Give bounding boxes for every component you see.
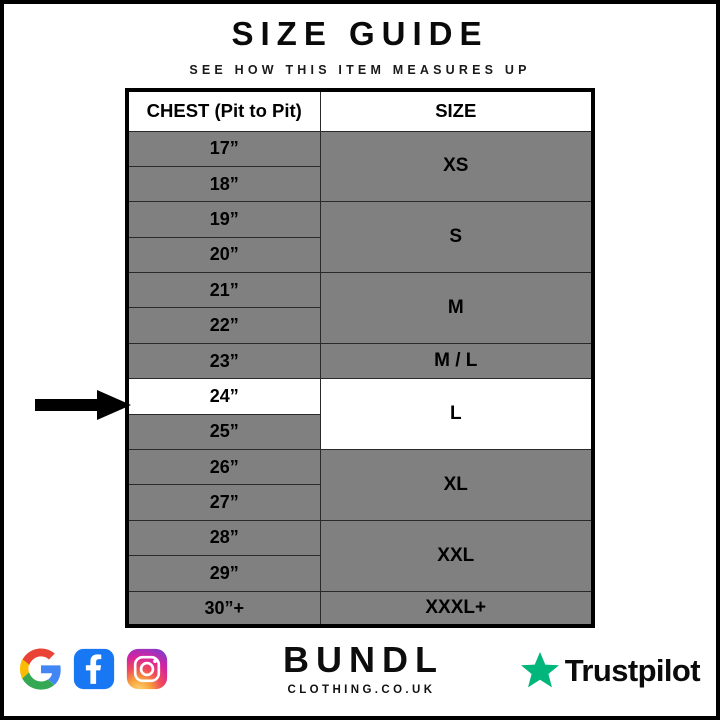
table-row: 28” XXL — [126, 519, 594, 592]
table-row: 30”+ XXXL+ — [126, 590, 594, 627]
size-cell: M / L — [319, 342, 594, 380]
size-cell: L — [319, 378, 594, 451]
size-cell: XS — [319, 130, 594, 203]
table-header-row: CHEST (Pit to Pit) SIZE — [126, 89, 594, 132]
table-row: 17” XS — [126, 130, 594, 203]
chest-cell: 20” — [126, 236, 321, 274]
table-row: 18” — [126, 165, 593, 203]
page-header: SIZE GUIDE SEE HOW THIS ITEM MEASURES UP — [4, 4, 716, 77]
page-subtitle: SEE HOW THIS ITEM MEASURES UP — [189, 63, 531, 78]
table-row: 24” L — [126, 378, 594, 451]
chest-cell: 18” — [126, 165, 321, 203]
chest-cell: 21” — [126, 272, 321, 309]
table-row: 22” — [126, 307, 593, 344]
size-cell: XL — [319, 449, 594, 521]
brand-logo: BUNDL CLOTHING.CO.UK — [276, 639, 444, 697]
size-table-head: CHEST (Pit to Pit) SIZE — [126, 89, 594, 132]
column-header-chest: CHEST (Pit to Pit) — [126, 89, 321, 132]
facebook-icon[interactable] — [73, 648, 115, 690]
table-row: 25” — [126, 413, 593, 451]
size-cell: S — [319, 201, 594, 274]
page-title: SIZE GUIDE — [231, 15, 489, 52]
size-table-body: 17” XS 18” 19” S 20” 21” M 22” 23” M / L 24” L 25” 26”… — [126, 130, 594, 627]
google-icon[interactable] — [20, 648, 62, 690]
table-row: 27” — [126, 484, 593, 521]
chest-cell: 27” — [126, 484, 321, 521]
size-table-wrapper: CHEST (Pit to Pit) SIZE 17” XS 18” 19” S 20” 2… — [125, 88, 595, 629]
trustpilot-star-icon — [520, 650, 560, 690]
selected-size-arrow — [35, 390, 131, 420]
chest-cell: 22” — [126, 307, 321, 344]
chest-cell: 26” — [126, 449, 321, 486]
size-table: CHEST (Pit to Pit) SIZE 17” XS 18” 19” S 20” 2… — [125, 88, 595, 629]
chest-cell: 24” — [126, 378, 321, 415]
social-links — [20, 648, 168, 690]
trustpilot-wordmark: Trustpilot — [564, 652, 701, 688]
chest-cell: 30”+ — [126, 590, 321, 627]
instagram-icon[interactable] — [126, 648, 168, 690]
trustpilot-logo[interactable]: Trustpilot — [520, 650, 701, 690]
table-row: 29” — [126, 555, 593, 592]
table-row: 21” M — [126, 272, 594, 344]
brand-name: BUNDL — [283, 639, 444, 680]
table-row: 23” M / L — [126, 342, 594, 380]
chest-cell: 17” — [126, 130, 321, 167]
chest-cell: 25” — [126, 413, 321, 451]
size-cell: XXXL+ — [319, 590, 594, 627]
size-cell: XXL — [319, 519, 594, 592]
size-cell: M — [319, 272, 594, 344]
chest-cell: 23” — [126, 342, 321, 380]
chest-cell: 29” — [126, 555, 321, 592]
chest-cell: 19” — [126, 201, 321, 238]
table-row: 19” S — [126, 201, 594, 274]
column-header-size: SIZE — [319, 89, 594, 132]
page-footer: BUNDL CLOTHING.CO.UK Trustpilot — [4, 634, 716, 710]
chest-cell: 28” — [126, 519, 321, 557]
table-row: 20” — [126, 236, 593, 274]
brand-domain: CLOTHING.CO.UK — [287, 684, 436, 696]
table-row: 26” XL — [126, 449, 594, 521]
